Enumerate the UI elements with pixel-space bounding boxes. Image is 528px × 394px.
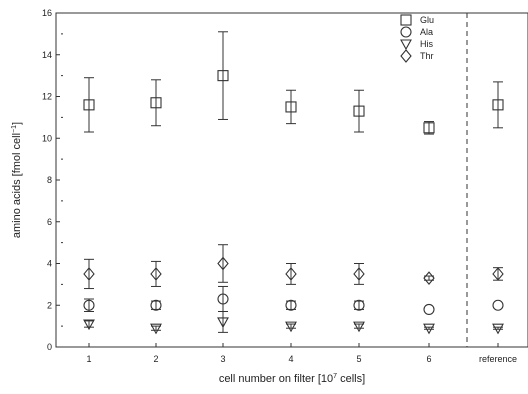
series-glu [83,31,504,135]
series-thr [83,244,504,290]
data-point [423,271,435,285]
data-point [423,323,435,335]
x-tick-label: 4 [288,354,293,364]
data-point [492,299,504,311]
data-point [492,267,504,281]
data-point [217,70,229,82]
legend: Glu Ala His Thr [400,14,434,63]
legend-label: Thr [420,51,434,61]
data-point [83,319,95,331]
data-point [285,321,297,333]
data-point [83,299,95,311]
legend-marker [400,26,412,38]
y-axis-title: amino acids [fmol cell−1] [11,122,23,238]
legend-marker [400,14,412,26]
x-tick-label: 2 [153,354,158,364]
legend-label: Glu [420,15,434,25]
data-point [150,267,162,281]
plot-frame [55,12,528,348]
data-point [150,323,162,335]
y-tick-label: 4 [47,259,52,269]
data-point [217,293,229,305]
data-point [353,299,365,311]
series-ala [83,285,504,315]
y-tick-label: 10 [42,133,52,143]
y-tick-label: 8 [47,175,52,185]
data-marks [83,31,504,335]
x-axis-title: cell number on filter [107 cells] [219,373,365,385]
x-tick-label: 3 [220,354,225,364]
x-tick-label: 1 [86,354,91,364]
y-tick-label: 2 [47,300,52,310]
data-point [353,321,365,333]
data-point [492,323,504,335]
data-point [423,122,435,134]
x-tick-label: 6 [426,354,431,364]
data-point [423,303,435,315]
legend-marker [400,49,412,63]
data-point [353,105,365,117]
data-point [83,267,95,281]
legend-label: Ala [420,27,433,37]
data-point [285,101,297,113]
y-tick-label: 12 [42,92,52,102]
x-tick-label: 5 [356,354,361,364]
legend-label: His [420,39,433,49]
data-point [285,299,297,311]
x-axis-ticks: 1 2 3 4 5 6 reference [86,343,517,364]
data-point [217,317,229,329]
data-point [353,267,365,281]
y-tick-label: 0 [47,342,52,352]
y-tick-label: 16 [42,8,52,18]
x-tick-label: reference [479,354,517,364]
series-his [83,311,504,335]
y-axis-ticks: 0 2 4 6 8 10 12 14 16 [42,8,63,352]
data-point [492,99,504,111]
data-point [150,97,162,109]
legend-marker [400,39,412,51]
data-point [217,256,229,271]
data-point [150,299,162,311]
data-point [285,267,297,281]
y-tick-label: 6 [47,217,52,227]
data-point [83,99,95,111]
y-tick-label: 14 [42,50,52,60]
